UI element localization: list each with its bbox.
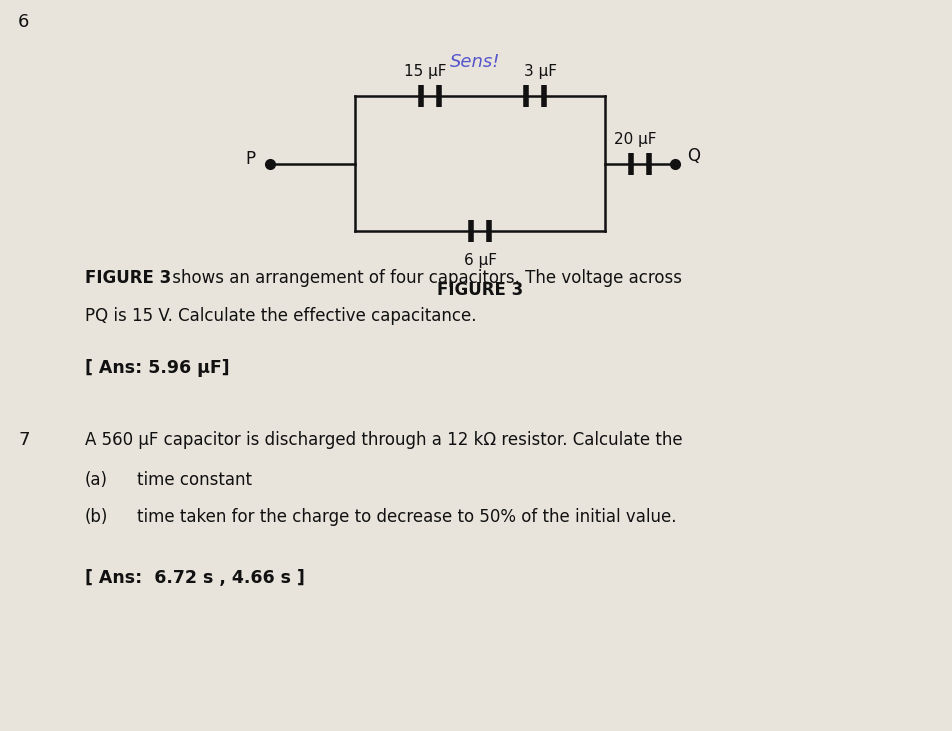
Text: [ Ans: 5.96 μF]: [ Ans: 5.96 μF] xyxy=(85,359,229,377)
Text: FIGURE 3: FIGURE 3 xyxy=(85,269,171,287)
Text: (b): (b) xyxy=(85,508,109,526)
Text: 3 μF: 3 μF xyxy=(523,64,556,79)
Text: 6 μF: 6 μF xyxy=(463,253,496,268)
Text: 6: 6 xyxy=(18,13,30,31)
Text: 7: 7 xyxy=(18,431,30,449)
Text: PQ is 15 V. Calculate the effective capacitance.: PQ is 15 V. Calculate the effective capa… xyxy=(85,307,476,325)
Text: Q: Q xyxy=(686,147,700,165)
Text: 15 μF: 15 μF xyxy=(404,64,446,79)
Text: Sens!: Sens! xyxy=(449,53,500,71)
Text: time constant: time constant xyxy=(137,471,251,489)
Text: A 560 μF capacitor is discharged through a 12 kΩ resistor. Calculate the: A 560 μF capacitor is discharged through… xyxy=(85,431,682,449)
Text: [ Ans:  6.72 s , 4.66 s ]: [ Ans: 6.72 s , 4.66 s ] xyxy=(85,569,305,587)
Text: time taken for the charge to decrease to 50% of the initial value.: time taken for the charge to decrease to… xyxy=(137,508,676,526)
Text: FIGURE 3: FIGURE 3 xyxy=(436,281,523,299)
Text: (a): (a) xyxy=(85,471,108,489)
Text: shows an arrangement of four capacitors. The voltage across: shows an arrangement of four capacitors.… xyxy=(167,269,682,287)
Text: 20 μF: 20 μF xyxy=(613,132,656,147)
Text: P: P xyxy=(245,150,255,168)
